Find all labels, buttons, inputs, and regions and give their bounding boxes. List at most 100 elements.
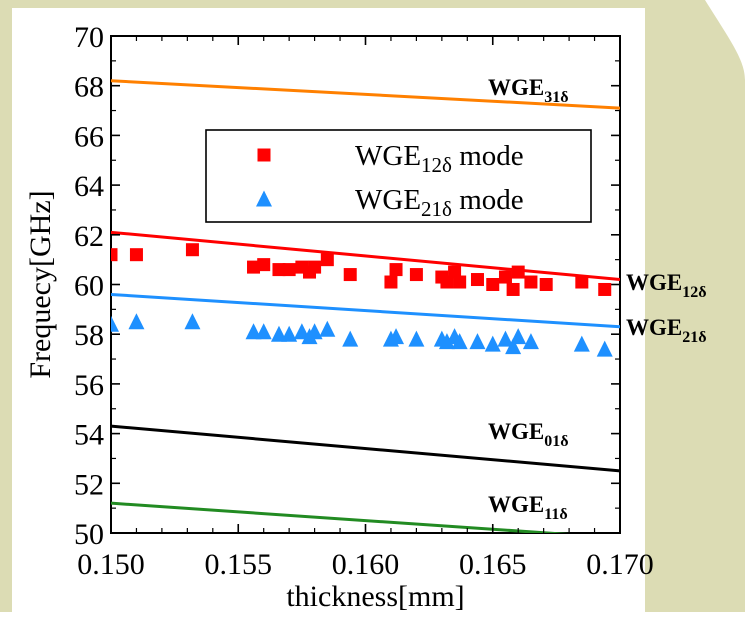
y-tick-label: 62 xyxy=(74,220,104,253)
data-point-square xyxy=(598,282,612,296)
data-point-triangle xyxy=(319,320,336,337)
line-label-01δ-main: WGE xyxy=(488,419,544,444)
x-tick-label: 0.150 xyxy=(77,548,145,581)
y-axis-label: Frequecy[GHz] xyxy=(24,190,57,378)
plot-layer: 0.150 0.155 0.160 0.165 0.170 50 52 54 56 58 60 62 6… xyxy=(24,21,707,613)
data-point-square xyxy=(539,278,553,291)
y-tick-label: 52 xyxy=(74,468,104,501)
data-point-triangle xyxy=(469,333,486,350)
legend-label-2-main: WGE xyxy=(355,184,421,216)
line-label-21δ-sub: 21δ xyxy=(682,329,706,346)
data-point-square xyxy=(409,268,423,282)
data-point-triangle xyxy=(184,313,201,330)
data-point-triangle xyxy=(510,328,527,345)
line-label-21δ-main: WGE xyxy=(626,315,682,340)
data-point-triangle xyxy=(451,333,468,350)
data-point-square xyxy=(448,265,462,279)
legend-label-2-suffix: mode xyxy=(452,184,524,216)
data-point-square xyxy=(247,260,261,274)
data-point-square xyxy=(111,248,118,262)
x-tick-label: 0.165 xyxy=(459,548,527,581)
data-point-square xyxy=(575,275,589,289)
data-point-triangle xyxy=(128,313,145,330)
line-label-11δ-main: WGE xyxy=(488,492,544,517)
data-point-triangle xyxy=(281,325,298,342)
x-tick-label: 0.170 xyxy=(586,548,654,581)
data-point-square xyxy=(320,253,334,267)
data-point-triangle xyxy=(245,323,262,340)
line-label-12δ-sub: 12δ xyxy=(682,284,706,301)
data-point-square xyxy=(257,258,271,272)
data-point-square xyxy=(453,275,467,289)
legend-marker-square xyxy=(257,148,271,162)
y-tick-label: 68 xyxy=(74,71,104,104)
data-point-triangle xyxy=(270,325,287,342)
data-point-square xyxy=(511,265,525,279)
data-point-square xyxy=(470,273,484,287)
model-line-01δ xyxy=(111,424,620,473)
data-point-triangle xyxy=(255,323,272,340)
legend-label-2: WGE21δ mode xyxy=(355,184,524,221)
data-point-triangle xyxy=(573,335,590,352)
line-label-12δ-main: WGE xyxy=(626,270,682,295)
data-point-triangle xyxy=(522,333,539,350)
x-tick-label: 0.160 xyxy=(332,548,400,581)
data-point-triangle xyxy=(497,330,514,347)
line-label-11δ: WGE11δ xyxy=(488,492,568,523)
y-tick-label: 56 xyxy=(74,369,104,402)
model-line-21δ xyxy=(111,292,620,329)
x-axis-label: thickness[mm] xyxy=(286,580,464,612)
data-point-triangle xyxy=(293,323,310,340)
model-lines xyxy=(111,79,620,533)
y-tick-label: 64 xyxy=(74,170,104,203)
data-point-triangle xyxy=(484,335,501,352)
line-label-31δ-main: WGE xyxy=(488,75,544,100)
data-point-triangle xyxy=(596,340,613,357)
line-label-01δ: WGE01δ xyxy=(488,419,569,450)
data-point-triangle xyxy=(388,328,405,345)
legend-label-1-sub: 12δ xyxy=(421,153,452,177)
data-point-square xyxy=(343,268,357,282)
x-tick-label: 0.155 xyxy=(205,548,273,581)
data-point-square xyxy=(389,263,403,277)
data-point-square xyxy=(384,275,398,289)
y-tick-label: 60 xyxy=(74,270,104,303)
data-point-square xyxy=(498,270,512,284)
line-label-12δ: WGE12δ xyxy=(626,270,707,301)
data-point-triangle xyxy=(505,338,522,355)
data-point-square xyxy=(524,275,538,289)
y-tick-label: 58 xyxy=(74,319,104,352)
data-point-triangle xyxy=(438,333,455,350)
data-point-square xyxy=(506,282,520,296)
legend-label-1-main: WGE xyxy=(355,140,421,172)
model-line-11δ xyxy=(111,501,570,533)
data-point-triangle xyxy=(111,315,119,332)
model-line-31δ xyxy=(111,79,620,110)
data-point-square xyxy=(308,260,322,274)
data-point-triangle xyxy=(408,330,425,347)
model-line-12δ xyxy=(111,230,620,282)
y-tick-label: 66 xyxy=(74,120,104,153)
line-label-01δ-sub: 01δ xyxy=(544,433,568,450)
legend-marker-triangle xyxy=(256,190,272,207)
legend-label-2-sub: 21δ xyxy=(421,197,452,221)
y-tick-label: 70 xyxy=(74,21,104,54)
line-label-31δ-sub: 31δ xyxy=(544,89,568,106)
data-point-square xyxy=(440,275,454,289)
data-point-square xyxy=(282,263,296,277)
data-point-square xyxy=(129,248,143,262)
line-label-11δ-sub: 11δ xyxy=(544,506,567,523)
data-points xyxy=(111,243,613,357)
line-label-31δ: WGE31δ xyxy=(488,75,569,106)
y-tick-label: 50 xyxy=(74,518,104,551)
data-point-triangle xyxy=(342,330,359,347)
legend-label-1: WGE12δ mode xyxy=(355,140,524,177)
data-point-square xyxy=(185,243,199,257)
data-point-square xyxy=(272,263,286,277)
y-tick-label: 54 xyxy=(74,419,104,452)
data-point-square xyxy=(486,278,500,291)
line-label-21δ: WGE21δ xyxy=(626,315,707,346)
legend-box xyxy=(205,129,592,223)
legend-label-1-suffix: mode xyxy=(452,140,524,172)
